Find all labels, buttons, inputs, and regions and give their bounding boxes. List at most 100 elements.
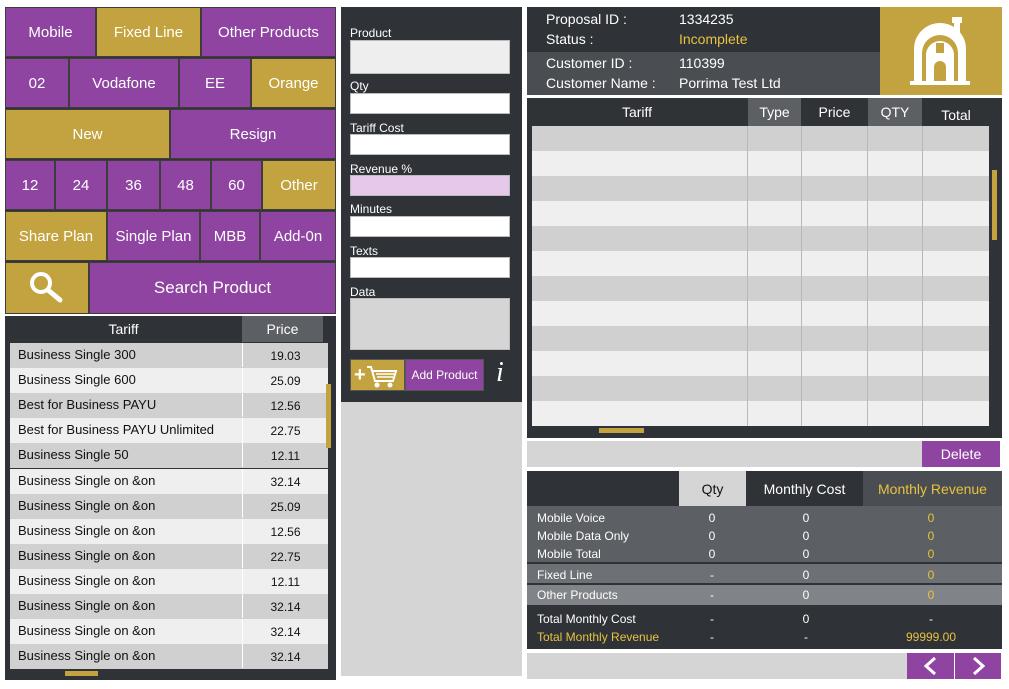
term-12-button[interactable]: 12 [5,160,55,210]
search-product-button[interactable]: Search Product [89,262,336,314]
tariff-name-cell: Business Single on &on [18,547,156,563]
customer-name-label: Customer Name : [546,75,656,91]
contract-resign-button[interactable]: Resign [170,109,336,159]
tariff-price-cell: 22.75 [242,418,328,443]
table-row[interactable]: Business Single on &on 12.11 [10,568,328,594]
chevron-left-icon [923,656,936,676]
price-column-header: Price [242,316,323,342]
term-60-button[interactable]: 60 [211,160,262,210]
plan-mbb-button[interactable]: MBB [200,211,260,261]
basket-row[interactable] [532,301,989,326]
network-vodafone-button[interactable]: Vodafone [69,58,179,108]
basket-row[interactable] [532,351,989,376]
basket-row[interactable] [532,251,989,276]
basket-row[interactable] [532,126,989,151]
table-row[interactable]: Best for Business PAYU Unlimited 22.75 [10,418,328,444]
basket-row[interactable] [532,226,989,251]
table-row[interactable]: Business Single 600 25.09 [10,368,328,394]
summary-rev-value: 0 [927,588,935,602]
network-ee-button[interactable]: EE [179,58,251,108]
network-orange-button[interactable]: Orange [251,58,336,108]
basket-row[interactable] [532,326,989,351]
proposal-info: Proposal ID : 1334235 Status : Incomplet… [527,7,880,95]
filter-panel: Mobile Fixed Line Other Products 02 Voda… [5,7,336,314]
table-row[interactable]: Business Single on &on 25.09 [10,493,328,519]
basket-scrollbar-horizontal[interactable] [599,428,644,433]
table-row[interactable]: Business Single on &on 32.14 [10,468,328,494]
product-type-other-button[interactable]: Other Products [201,7,336,57]
basket-scrollbar-vertical[interactable] [992,170,997,240]
summary-cost-value: 0 [802,588,810,602]
add-product-button[interactable]: Add Product [405,359,484,391]
minutes-label: Minutes [350,202,393,216]
search-icon-button[interactable] [5,262,89,314]
next-button[interactable] [955,653,1001,679]
tariff-name-cell: Business Single 300 [18,347,136,362]
tariff-scrollbar-horizontal[interactable] [65,671,98,676]
tariff-price-cell: 25.09 [242,493,328,518]
basket-row[interactable] [532,151,989,176]
basket-row[interactable] [532,201,989,226]
qty-label: Qty [350,79,369,93]
table-row[interactable]: Best for Business PAYU 12.56 [10,393,328,419]
table-row[interactable]: Business Single on &on 32.14 [10,619,328,645]
term-36-button[interactable]: 36 [107,160,160,210]
plan-addon-button[interactable]: Add-0n [260,211,336,261]
summary-rev-value: 0 [927,511,935,525]
previous-button[interactable] [907,653,954,679]
texts-field[interactable] [350,257,510,278]
table-row[interactable]: Business Single 300 19.03 [10,343,328,368]
table-row[interactable]: Business Single 50 12.11 [10,443,328,469]
tariff-cost-field[interactable] [350,134,510,155]
basket-row[interactable] [532,176,989,201]
delete-button[interactable]: Delete [922,441,1000,467]
cart-icon-button[interactable]: + [350,359,405,391]
tariff-price-cell: 32.14 [242,619,328,644]
table-row[interactable]: Business Single on &on 22.75 [10,543,328,569]
texts-label: Texts [350,244,379,258]
plan-single-button[interactable]: Single Plan [107,211,200,261]
term-other-button[interactable]: Other [262,160,336,210]
basket-row[interactable] [532,376,989,401]
status-label: Status : [546,31,594,47]
basket-qty-header: QTY [868,98,922,126]
tariff-scrollbar-vertical[interactable] [326,384,331,448]
network-02-button[interactable]: 02 [5,58,69,108]
proposal-id-value: 1334235 [679,11,734,27]
summary-row-label: Fixed Line [537,568,593,582]
column-divider [747,126,748,426]
minutes-field[interactable] [350,216,510,237]
plan-share-button[interactable]: Share Plan [5,211,107,261]
home-button[interactable] [880,7,1002,95]
info-icon[interactable]: i [496,357,504,388]
fixed-line-band [527,564,1002,583]
basket-row[interactable] [532,401,989,426]
table-row[interactable]: Business Single on &on 12.56 [10,518,328,544]
revenue-pct-field[interactable] [350,175,510,196]
summary-rev-value: 0 [927,568,935,582]
term-48-button[interactable]: 48 [160,160,211,210]
term-24-button[interactable]: 24 [55,160,107,210]
tariff-name-cell: Business Single 600 [18,372,136,388]
tariff-price-cell: 25.09 [242,368,328,393]
column-divider [922,126,923,426]
product-field[interactable] [350,40,510,74]
summary-row-label: Other Products [537,588,618,602]
summary-row-label: Total Monthly Cost [537,612,636,626]
basket-table: Tariff Type Price QTY Total [527,98,1002,438]
data-field[interactable] [350,298,510,350]
mobile-summary-block [527,506,1002,562]
product-type-mobile-button[interactable]: Mobile [5,7,96,57]
summary-row-label: Total Monthly Revenue [537,630,660,644]
tariff-name-cell: Business Single on &on [18,497,156,513]
summary-row-label: Mobile Voice [537,511,606,525]
contract-new-button[interactable]: New [5,109,170,159]
summary-row-label: Mobile Total [537,547,601,561]
qty-field[interactable] [350,93,510,114]
table-row[interactable]: Business Single on &on 32.14 [10,644,328,670]
product-type-fixed-line-button[interactable]: Fixed Line [96,7,201,57]
basket-row[interactable] [532,276,989,301]
summary-rev-value: 0 [927,547,935,561]
table-row[interactable]: Business Single on &on 32.14 [10,594,328,619]
tariff-cost-label: Tariff Cost [350,121,404,135]
